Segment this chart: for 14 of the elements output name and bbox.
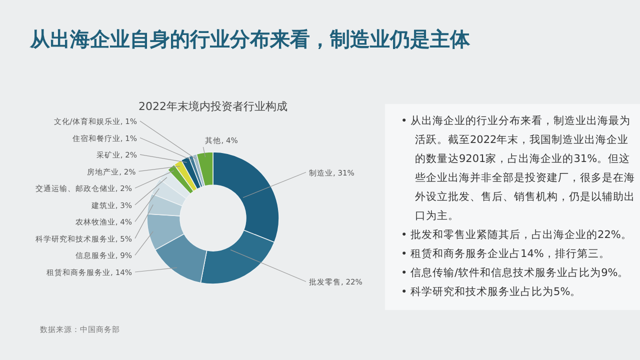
donut-slice: [154, 234, 208, 284]
donut-slice: [200, 230, 275, 284]
text: • 从出海企业的行业分布来看，制造业出海最为活跃。截至2022年末，我国制造业出海企业的数量达9201家，占出海企业的31%。但这些企业出海并非全部是投资建厂，很多是在海外设立批发、售后、销售机构，仍是以辅助出口为主。: [401, 114, 636, 224]
text: • 批发和零售业紧随其后，占出海企业的22%。: [401, 228, 633, 243]
chart-subtitle: 2022年末境内投资者行业构成: [138, 100, 288, 113]
donut-slice: [151, 178, 187, 206]
chart-title: 从出海企业自身的行业分布来看，制造业仍是主体: [29, 27, 471, 51]
text: • 租赁和商务服务企业占14%，排行第三。: [401, 247, 611, 262]
text: • 科学研究和技术服务业占比为5%。: [401, 285, 582, 300]
donut-slice: [196, 152, 214, 186]
donut-slice: [146, 193, 183, 216]
donut-slice: [212, 152, 280, 243]
donut-slice: [146, 213, 184, 250]
text: • 信息传输/软件和信息技术服务业占比为9%。: [401, 266, 630, 281]
